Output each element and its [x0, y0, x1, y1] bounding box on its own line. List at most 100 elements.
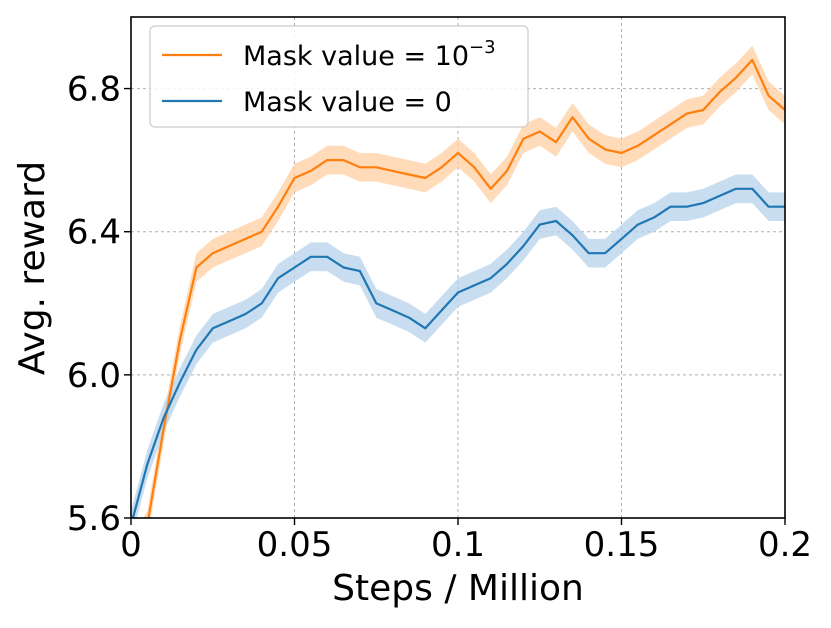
point-blue: [359, 270, 361, 272]
point-blue: [767, 205, 770, 208]
point-orange: [342, 159, 345, 162]
point-blue: [326, 255, 329, 258]
point-orange: [244, 237, 247, 240]
point-orange: [277, 205, 280, 208]
point-blue: [457, 291, 459, 294]
point-orange: [538, 130, 541, 133]
series-lines: [131, 58, 785, 526]
point-orange: [522, 137, 525, 140]
point-blue: [735, 187, 737, 190]
legend-label-orange: Mask value = 10−3: [243, 37, 496, 72]
point-blue: [686, 205, 688, 208]
point-orange: [751, 59, 754, 61]
band-blue: [131, 174, 785, 518]
point-blue: [408, 316, 410, 319]
y-axis-label: Avg. reward: [12, 161, 53, 375]
y-tick-label: 6.4: [67, 213, 121, 253]
point-blue: [522, 245, 525, 247]
point-blue: [391, 309, 394, 312]
point-blue: [260, 302, 263, 305]
point-orange: [604, 148, 607, 151]
point-blue: [636, 223, 639, 226]
legend-label-blue: Mask value = 0: [243, 87, 452, 118]
point-blue: [244, 313, 247, 315]
point-orange: [195, 266, 198, 269]
point-blue: [162, 416, 165, 419]
point-blue: [179, 381, 181, 383]
point-blue: [718, 195, 721, 197]
point-blue: [211, 327, 214, 330]
point-blue: [653, 216, 656, 219]
point-orange: [228, 245, 231, 247]
point-blue: [669, 205, 672, 208]
x-tick-label: 0: [120, 525, 142, 565]
point-orange: [146, 524, 148, 526]
point-blue: [555, 220, 557, 222]
x-axis-ticks: 0 0.05 0.1 0.15 0.2: [120, 518, 812, 565]
point-blue: [424, 327, 427, 330]
point-orange: [211, 252, 214, 255]
x-tick-label: 0.05: [257, 525, 333, 565]
y-tick-label: 6.0: [67, 356, 121, 396]
point-orange: [457, 152, 459, 154]
point-orange: [391, 169, 394, 172]
point-orange: [179, 338, 181, 340]
legend-label-orange-exponent: −3: [469, 37, 496, 58]
point-orange: [767, 94, 770, 97]
point-orange: [359, 166, 361, 169]
point-blue: [342, 266, 345, 269]
point-orange: [489, 187, 492, 190]
point-orange: [424, 177, 427, 179]
x-tick-label: 0.1: [431, 525, 485, 565]
point-blue: [604, 252, 607, 255]
y-axis-ticks: 5.6 6.0 6.4 6.8: [67, 70, 131, 539]
point-orange: [555, 141, 557, 144]
point-blue: [293, 266, 296, 269]
point-orange: [375, 166, 378, 169]
y-tick-label: 5.6: [67, 499, 121, 539]
point-orange: [669, 123, 672, 126]
point-blue: [375, 302, 378, 305]
legend-label-orange-text: Mask value = 10: [243, 41, 469, 72]
point-blue: [587, 252, 590, 255]
point-blue: [538, 223, 541, 226]
legend-box: [149, 25, 529, 128]
x-axis-label: Steps / Million: [332, 568, 584, 609]
point-orange: [326, 159, 329, 162]
band-orange: [143, 45, 785, 518]
point-orange: [293, 177, 296, 179]
point-blue: [309, 255, 312, 258]
point-orange: [408, 173, 410, 176]
x-tick-label: 0.2: [758, 525, 812, 565]
point-orange: [735, 76, 737, 79]
point-orange: [686, 112, 688, 115]
point-blue: [620, 237, 623, 240]
point-blue: [702, 202, 705, 204]
point-orange: [653, 134, 656, 136]
point-blue: [751, 187, 754, 190]
point-orange: [440, 166, 443, 169]
x-tick-label: 0.15: [584, 525, 660, 565]
point-orange: [636, 144, 639, 147]
point-blue: [228, 320, 231, 323]
point-orange: [620, 152, 623, 154]
point-orange: [587, 137, 590, 140]
point-orange: [506, 169, 508, 172]
point-blue: [489, 277, 492, 280]
point-blue: [277, 277, 280, 280]
point-blue: [506, 263, 508, 265]
point-orange: [473, 166, 476, 169]
point-blue: [440, 309, 443, 312]
confidence-bands: [131, 45, 785, 518]
point-orange: [162, 427, 165, 430]
point-blue: [571, 234, 574, 237]
point-orange: [571, 116, 574, 119]
point-blue: [146, 463, 149, 466]
point-orange: [309, 169, 312, 172]
point-blue: [473, 284, 476, 287]
point-orange: [718, 91, 721, 94]
legend: Mask value = 10−3 Mask value = 0: [149, 25, 529, 128]
y-tick-label: 6.8: [67, 70, 121, 110]
point-orange: [260, 230, 263, 233]
